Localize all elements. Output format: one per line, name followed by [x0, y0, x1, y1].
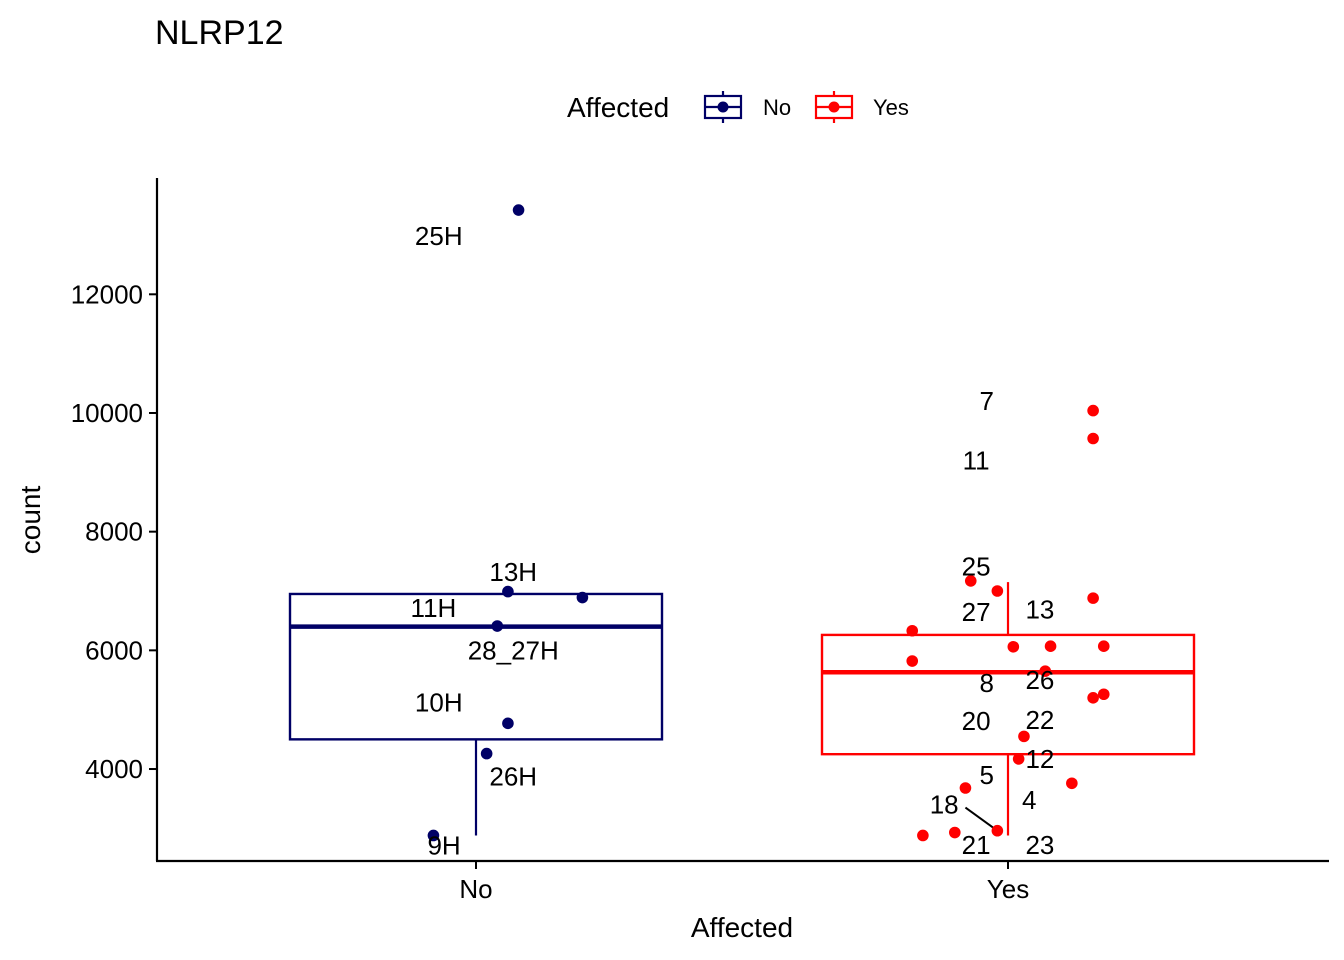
point-label: 11H [411, 593, 457, 623]
point-label: 26H [489, 762, 537, 792]
data-point [1087, 592, 1099, 604]
point-label: 13 [1025, 594, 1054, 624]
point-label: 9H [427, 831, 460, 861]
point-label: 8 [979, 668, 993, 698]
point-label: 10H [415, 688, 463, 718]
point-label: 11 [963, 445, 990, 475]
legend-entry-yes: Yes [814, 91, 909, 123]
point-label: 26 [1025, 665, 1054, 695]
point-label: 18 [930, 790, 959, 820]
y-tick-label: 6000 [85, 635, 143, 665]
data-point [949, 826, 961, 839]
y-tick-label: 4000 [85, 754, 143, 784]
data-point [1087, 432, 1099, 445]
data-point [1066, 777, 1078, 790]
point-label: 28_27H [468, 635, 559, 665]
x-tick-label: Yes [987, 874, 1029, 904]
y-axis-title: count [15, 486, 46, 555]
y-tick-label: 12000 [71, 279, 143, 309]
data-point [427, 829, 440, 842]
y-tick-label: 8000 [85, 517, 143, 547]
data-point [906, 655, 919, 667]
data-point [576, 591, 589, 604]
data-point [1087, 692, 1099, 704]
data-point [512, 204, 525, 216]
point-label: 22 [1025, 705, 1054, 735]
data-point [959, 782, 972, 794]
data-point [1018, 730, 1030, 743]
legend-key-point [828, 101, 840, 113]
data-point [502, 717, 514, 730]
data-point [991, 585, 1004, 597]
data-point [1012, 753, 1025, 765]
box-iqr [820, 633, 1196, 756]
legend-title: Affected [567, 92, 669, 123]
point-label: 12 [1025, 744, 1054, 774]
point-label: 23 [1025, 830, 1054, 860]
data-point [491, 620, 504, 632]
point-label: 27 [962, 597, 991, 627]
data-point [1097, 688, 1110, 701]
point-label: 7 [979, 386, 993, 416]
data-point [1044, 640, 1057, 652]
legend-entry-no: No [703, 91, 791, 123]
legend: Affected No Yes [567, 91, 909, 123]
label-leader-line [964, 806, 998, 832]
data-point [1087, 404, 1099, 417]
legend-key-point [717, 101, 729, 113]
data-point [917, 829, 929, 842]
legend-entries: No Yes [703, 91, 909, 123]
point-label: 13H [489, 557, 537, 587]
box-iqr [288, 592, 664, 741]
y-axis-ticks: 4000 6000 8000 10000 12000 [71, 279, 157, 784]
point-label: 20 [962, 706, 991, 736]
chart-title: NLRP12 [155, 14, 284, 52]
data-point [1007, 640, 1020, 653]
legend-label: No [763, 95, 791, 120]
point-label: 5 [979, 760, 993, 790]
x-tick-label: No [459, 874, 492, 904]
point-label: 4 [1022, 785, 1036, 815]
data-point [502, 585, 514, 598]
legend-label: Yes [873, 95, 909, 120]
x-axis-ticks: No Yes [459, 861, 1029, 904]
data-point [1097, 640, 1110, 652]
data-point [991, 824, 1004, 837]
data-point [1039, 665, 1052, 677]
data-point [964, 575, 977, 587]
point-label: 25 [962, 552, 991, 582]
x-axis-title: Affected [691, 912, 793, 943]
point-label: 25H [415, 221, 463, 251]
data-point [906, 624, 919, 637]
point-label: 21 [962, 830, 991, 860]
y-tick-label: 10000 [71, 398, 143, 428]
data-point [480, 747, 493, 760]
